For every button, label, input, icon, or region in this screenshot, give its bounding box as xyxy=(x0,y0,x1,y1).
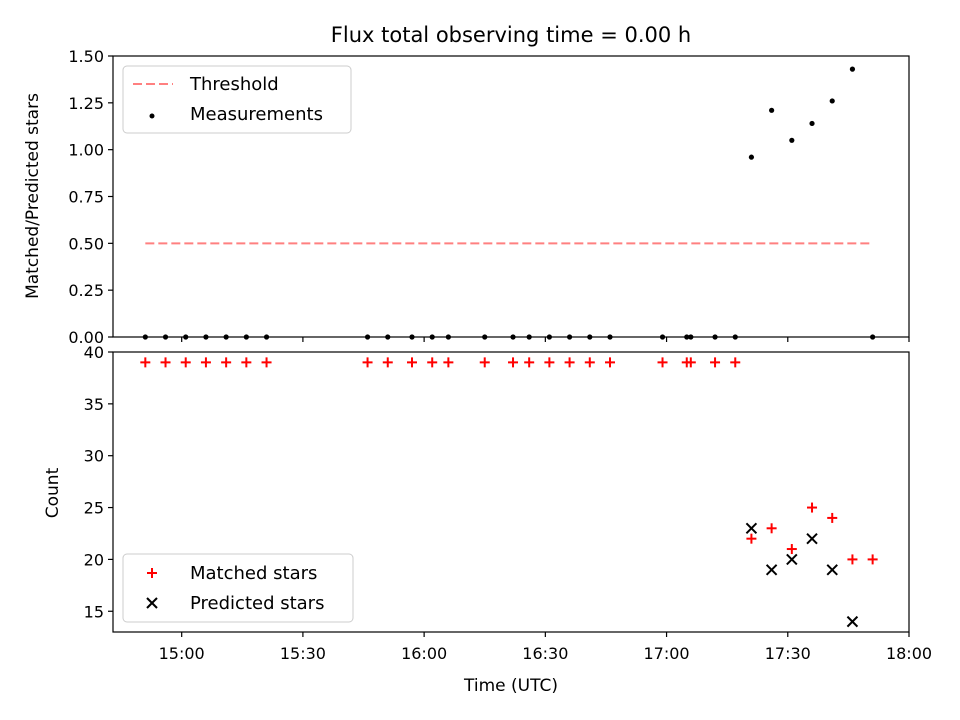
top-y-tick-label: 0.75 xyxy=(68,188,104,207)
bottom-y-axis-label: Count xyxy=(43,467,63,518)
predicted-star-point xyxy=(765,564,778,576)
bottom-plot-marks xyxy=(140,357,878,628)
matched-star-point xyxy=(867,554,878,565)
predicted-star-point xyxy=(806,532,818,545)
matched-star-point xyxy=(180,357,191,368)
matched-star-point xyxy=(730,357,741,368)
matched-star-point xyxy=(746,533,757,544)
chart-title: Flux total observing time = 0.00 h xyxy=(331,23,691,47)
top-y-axis-label: Matched/Predicted stars xyxy=(23,93,43,299)
matched-star-point xyxy=(807,502,818,513)
predicted-stars-legend-label: Predicted stars xyxy=(190,593,324,614)
measurement-point xyxy=(748,154,755,160)
bottom-y-tick-label: 20 xyxy=(84,550,104,569)
bottom-plot-frame xyxy=(112,351,910,633)
bottom-legend: Matched stars Predicted stars xyxy=(122,553,354,623)
top-y-tick-label: 1.50 xyxy=(68,47,104,66)
matched-star-point xyxy=(443,357,454,368)
top-y-tick-label: 1.25 xyxy=(68,94,104,113)
matched-star-point xyxy=(160,357,171,368)
matched-star-point xyxy=(241,357,252,368)
matched-star-point xyxy=(140,357,151,368)
bottom-y-tick-label: 25 xyxy=(84,499,104,518)
measurement-point xyxy=(809,120,815,127)
top-legend: Threshold Measurements xyxy=(122,65,352,134)
bottom-y-tick-label: 40 xyxy=(84,343,104,362)
x-tick-label: 17:30 xyxy=(765,644,811,663)
matched-star-point xyxy=(847,554,858,565)
axes: 0.00 0.25 0.50 0.75 1.00 1.25 1.50 15 20 25 30 35 40… xyxy=(68,47,932,663)
matched-star-point xyxy=(544,357,555,368)
top-y-tick-label: 1.00 xyxy=(68,141,104,160)
matched-star-point xyxy=(685,357,696,368)
measurement-point xyxy=(769,107,775,113)
matched-star-point xyxy=(827,512,838,523)
predicted-star-point xyxy=(786,553,798,566)
matched-stars-legend-swatch xyxy=(147,568,157,578)
matched-stars-legend-label: Matched stars xyxy=(190,563,317,584)
matched-star-point xyxy=(479,357,490,368)
predicted-star-point xyxy=(846,615,859,628)
x-tick-label: 17:00 xyxy=(644,644,690,663)
bottom-legend-box xyxy=(122,553,354,623)
top-y-tick-label: 0.50 xyxy=(68,234,104,253)
measurements-legend-swatch xyxy=(149,113,155,119)
x-tick-label: 15:00 xyxy=(159,644,205,663)
matched-star-point xyxy=(382,357,393,368)
measurement-point xyxy=(849,66,856,72)
bottom-y-tick-label: 30 xyxy=(84,447,104,466)
x-tick-label: 16:30 xyxy=(522,644,568,663)
matched-star-point xyxy=(564,357,575,368)
matched-star-point xyxy=(710,357,721,368)
x-tick-label: 18:00 xyxy=(886,644,932,663)
bottom-y-tick-label: 15 xyxy=(84,602,104,621)
matched-star-point xyxy=(221,357,232,368)
measurement-point xyxy=(829,98,835,104)
threshold-legend-label: Threshold xyxy=(189,74,279,95)
measurements-legend-label: Measurements xyxy=(190,104,323,125)
top-y-tick-label: 0.00 xyxy=(68,328,104,347)
predicted-stars-legend-swatch xyxy=(146,597,158,609)
matched-star-point xyxy=(584,357,595,368)
matched-star-point xyxy=(200,357,211,368)
matched-star-point xyxy=(427,357,438,368)
predicted-star-point xyxy=(745,522,758,535)
matched-star-point xyxy=(261,357,272,368)
x-tick-label: 15:30 xyxy=(280,644,326,663)
matched-star-point xyxy=(786,544,797,555)
matched-star-point xyxy=(407,357,418,368)
matched-star-point xyxy=(524,357,535,368)
x-axis-label: Time (UTC) xyxy=(463,676,558,696)
matched-star-point xyxy=(362,357,373,368)
matched-star-point xyxy=(508,357,519,368)
bottom-y-tick-label: 35 xyxy=(84,395,104,414)
measurement-point xyxy=(789,137,795,143)
matched-star-point xyxy=(766,523,777,534)
matched-star-point xyxy=(657,357,668,368)
top-y-tick-label: 0.25 xyxy=(68,281,104,300)
matched-star-point xyxy=(604,357,615,368)
predicted-star-point xyxy=(826,564,838,576)
x-tick-label: 16:00 xyxy=(401,644,447,663)
top-legend-box xyxy=(122,65,352,134)
